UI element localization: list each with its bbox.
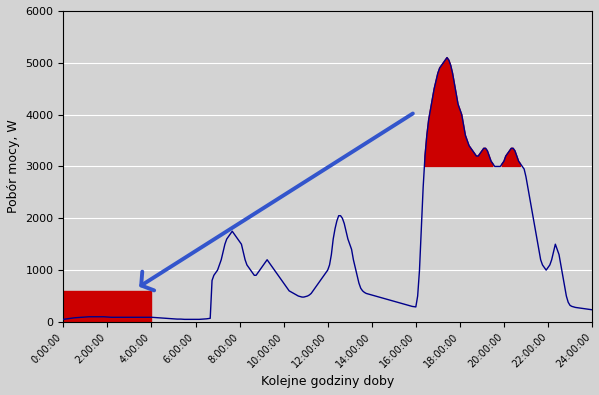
X-axis label: Kolejne godziny doby: Kolejne godziny doby	[261, 375, 394, 388]
Y-axis label: Pobór mocy, W: Pobór mocy, W	[7, 120, 20, 213]
